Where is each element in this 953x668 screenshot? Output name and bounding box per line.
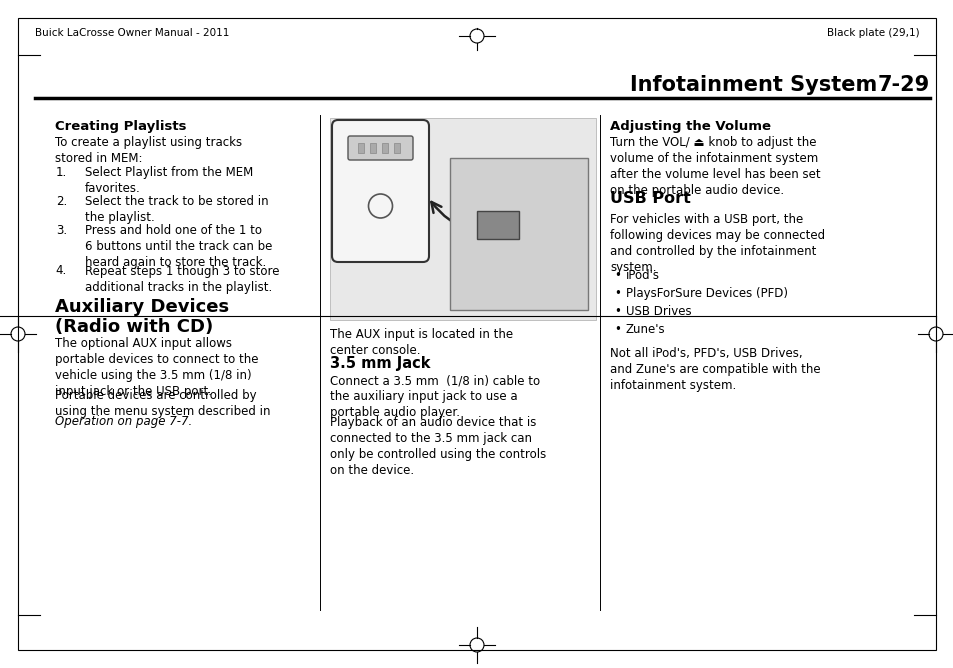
- Text: For vehicles with a USB port, the
following devices may be connected
and control: For vehicles with a USB port, the follow…: [609, 213, 824, 274]
- Text: 7-29: 7-29: [877, 75, 929, 95]
- Text: Not all iPod's, PFD's, USB Drives,
and Zune's are compatible with the
infotainme: Not all iPod's, PFD's, USB Drives, and Z…: [609, 347, 820, 392]
- Text: To create a playlist using tracks
stored in MEM:: To create a playlist using tracks stored…: [55, 136, 242, 165]
- Text: Connect a 3.5 mm  (1/8 in) cable to
the auxiliary input jack to use a
portable a: Connect a 3.5 mm (1/8 in) cable to the a…: [330, 374, 539, 419]
- Text: PlaysForSure Devices (PFD): PlaysForSure Devices (PFD): [625, 287, 787, 300]
- Text: Black plate (29,1): Black plate (29,1): [826, 28, 919, 38]
- Text: USB Port: USB Port: [609, 191, 690, 206]
- Text: Buick LaCrosse Owner Manual - 2011: Buick LaCrosse Owner Manual - 2011: [35, 28, 229, 38]
- Bar: [449, 158, 587, 310]
- Bar: [476, 212, 518, 238]
- Text: •: •: [614, 323, 620, 336]
- Text: 4.: 4.: [55, 265, 67, 277]
- Text: Portable devices are controlled by
using the menu system described in: Portable devices are controlled by using…: [55, 389, 271, 434]
- Text: Playback of an audio device that is
connected to the 3.5 mm jack can
only be con: Playback of an audio device that is conn…: [330, 416, 546, 477]
- Text: •: •: [614, 287, 620, 300]
- Text: 1.: 1.: [55, 166, 67, 179]
- Text: Infotainment System: Infotainment System: [629, 75, 877, 95]
- FancyBboxPatch shape: [332, 120, 429, 262]
- Bar: [394, 143, 399, 153]
- Text: Creating Playlists: Creating Playlists: [55, 120, 186, 133]
- Text: 3.5 mm Jack: 3.5 mm Jack: [330, 356, 430, 371]
- Bar: [370, 143, 375, 153]
- FancyBboxPatch shape: [348, 136, 413, 160]
- Text: Repeat steps 1 though 3 to store
additional tracks in the playlist.: Repeat steps 1 though 3 to store additio…: [85, 265, 279, 293]
- Bar: [381, 143, 388, 153]
- Text: Select the track to be stored in
the playlist.: Select the track to be stored in the pla…: [85, 195, 269, 224]
- Text: •: •: [614, 305, 620, 318]
- Text: Operation on page 7-7.: Operation on page 7-7.: [55, 415, 193, 428]
- Text: 3.: 3.: [56, 224, 67, 237]
- Text: Auxiliary Devices
(Radio with CD): Auxiliary Devices (Radio with CD): [55, 297, 229, 335]
- Text: Turn the VOL/ ⏏ knob to adjust the
volume of the infotainment system
after the v: Turn the VOL/ ⏏ knob to adjust the volum…: [609, 136, 820, 197]
- Bar: [357, 143, 364, 153]
- Text: iPod's: iPod's: [625, 269, 659, 282]
- Text: Adjusting the Volume: Adjusting the Volume: [609, 120, 770, 133]
- Bar: [330, 118, 596, 320]
- Text: The optional AUX input allows
portable devices to connect to the
vehicle using t: The optional AUX input allows portable d…: [55, 337, 258, 399]
- Text: USB Drives: USB Drives: [625, 305, 691, 318]
- Text: Press and hold one of the 1 to
6 buttons until the track can be
heard again to s: Press and hold one of the 1 to 6 buttons…: [85, 224, 273, 269]
- FancyArrowPatch shape: [431, 202, 518, 234]
- Text: 2.: 2.: [55, 195, 67, 208]
- Text: •: •: [614, 269, 620, 282]
- Text: The AUX input is located in the
center console.: The AUX input is located in the center c…: [330, 328, 513, 357]
- Text: Select Playlist from the MEM
favorites.: Select Playlist from the MEM favorites.: [85, 166, 253, 195]
- Text: Zune's: Zune's: [625, 323, 665, 336]
